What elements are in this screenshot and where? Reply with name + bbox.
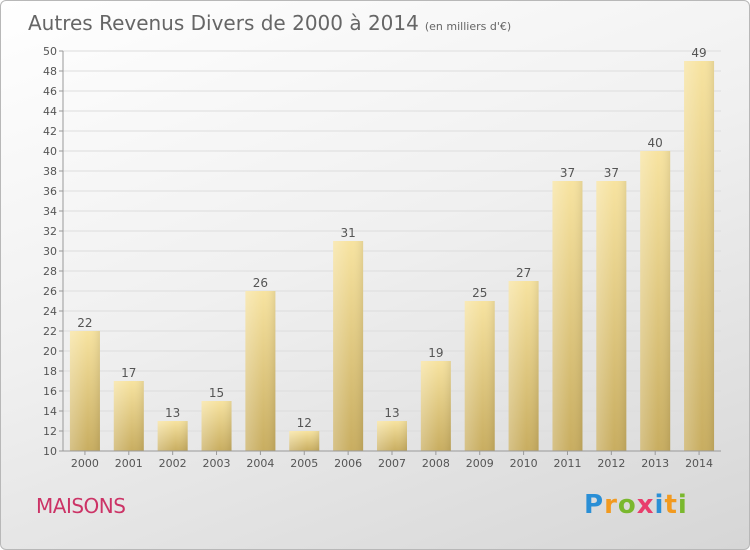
y-tick-label: 12 xyxy=(43,425,57,438)
x-tick-label: 2010 xyxy=(510,457,538,470)
bar-value-label: 17 xyxy=(121,366,136,380)
x-tick-label: 2006 xyxy=(334,457,362,470)
y-tick-label: 32 xyxy=(43,225,57,238)
bar-shading xyxy=(552,181,583,451)
y-tick-label: 48 xyxy=(43,65,57,78)
bar-value-label: 40 xyxy=(648,136,663,150)
y-tick-label: 20 xyxy=(43,345,57,358)
bar-shading xyxy=(69,331,100,451)
y-tick-label: 34 xyxy=(43,205,57,218)
bar-value-label: 26 xyxy=(253,276,268,290)
bar-value-label: 15 xyxy=(209,386,224,400)
bar-shading xyxy=(508,281,539,451)
logo-letter: o xyxy=(617,490,637,520)
y-tick-label: 28 xyxy=(43,265,57,278)
logo-letter: i xyxy=(654,490,665,520)
y-tick-label: 10 xyxy=(43,445,57,458)
x-tick-label: 2003 xyxy=(203,457,231,470)
y-tick-label: 44 xyxy=(43,105,57,118)
y-tick-label: 14 xyxy=(43,405,57,418)
y-tick-label: 16 xyxy=(43,385,57,398)
y-tick-label: 42 xyxy=(43,125,57,138)
y-tick-label: 38 xyxy=(43,165,57,178)
x-tick-label: 2002 xyxy=(159,457,187,470)
y-tick-label: 36 xyxy=(43,185,57,198)
chart-subtitle: (en milliers d'€) xyxy=(424,20,512,33)
bar-shading xyxy=(201,401,232,451)
proxiti-logo: Proxiti xyxy=(584,490,688,520)
x-tick-label: 2007 xyxy=(378,457,406,470)
bar-value-label: 19 xyxy=(428,346,443,360)
bar-shading xyxy=(113,381,144,451)
bar-shading xyxy=(684,61,715,451)
x-tick-label: 2013 xyxy=(641,457,669,470)
x-tick-label: 2012 xyxy=(597,457,625,470)
x-tick-label: 2000 xyxy=(71,457,99,470)
bar-value-label: 37 xyxy=(560,166,575,180)
x-tick-label: 2004 xyxy=(246,457,274,470)
y-tick-label: 50 xyxy=(43,45,57,58)
y-tick-label: 18 xyxy=(43,365,57,378)
y-tick-label: 24 xyxy=(43,305,57,318)
bar-value-label: 27 xyxy=(516,266,531,280)
bar-value-label: 22 xyxy=(77,316,92,330)
bar-value-label: 25 xyxy=(472,286,487,300)
bar-shading xyxy=(157,421,188,451)
bar-value-label: 13 xyxy=(165,406,180,420)
bar-shading xyxy=(289,431,320,451)
x-tick-label: 2014 xyxy=(685,457,713,470)
logo-letter: x xyxy=(636,490,655,520)
bar-value-label: 49 xyxy=(691,46,706,60)
chart-title: Autres Revenus Divers de 2000 à 2014 (en … xyxy=(28,11,511,35)
bars: 22 17 13 15 26 12 31 13 19 25 27 37 37 40 49 xyxy=(69,46,715,451)
bar-value-label: 13 xyxy=(384,406,399,420)
x-axis-ticks: 2000 2001 2002 2003 2004 2005 2006 2007 2008 2009… xyxy=(71,451,713,470)
bar-shading xyxy=(420,361,451,451)
bar-shading xyxy=(333,241,364,451)
chart-title-text: Autres Revenus Divers de 2000 à 2014 xyxy=(28,11,419,35)
x-tick-label: 2005 xyxy=(290,457,318,470)
y-tick-label: 22 xyxy=(43,325,57,338)
y-tick-label: 30 xyxy=(43,245,57,258)
bar-shading xyxy=(640,151,671,451)
bar-value-label: 37 xyxy=(604,166,619,180)
bar-value-label: 12 xyxy=(297,416,312,430)
y-tick-label: 26 xyxy=(43,285,57,298)
logo-letter: i xyxy=(677,490,688,520)
x-tick-label: 2001 xyxy=(115,457,143,470)
logo-letter: r xyxy=(604,490,618,520)
y-tick-label: 46 xyxy=(43,85,57,98)
logo-letter: t xyxy=(664,490,678,520)
bar-shading xyxy=(245,291,276,451)
bar-shading xyxy=(464,301,495,451)
x-tick-label: 2008 xyxy=(422,457,450,470)
x-tick-label: 2009 xyxy=(466,457,494,470)
y-tick-label: 40 xyxy=(43,145,57,158)
logo-letter: P xyxy=(584,490,605,520)
x-tick-label: 2011 xyxy=(553,457,581,470)
y-axis-ticks: 10 12 14 16 18 20 22 24 26 28 30 32 34 36 38 40 42 44 46 48… xyxy=(43,45,63,458)
bar-value-label: 31 xyxy=(340,226,355,240)
bar-shading xyxy=(596,181,627,451)
bar-shading xyxy=(377,421,407,451)
footer-label: MAISONS xyxy=(36,494,126,518)
